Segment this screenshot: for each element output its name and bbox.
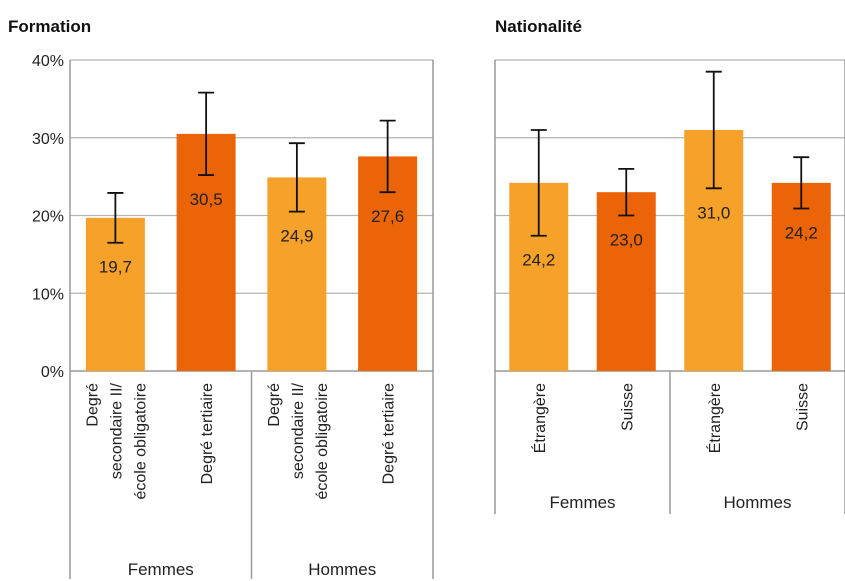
- y-tick-label: 10%: [32, 286, 64, 303]
- y-tick-label: 0%: [41, 364, 64, 381]
- category-label: Degré tertiaire: [381, 383, 398, 484]
- data-label: 31,0: [697, 203, 730, 222]
- category-label: Suisse: [794, 383, 811, 431]
- data-label: 27,6: [371, 207, 404, 226]
- bar: [596, 192, 656, 371]
- category-label: Suisse: [619, 383, 636, 431]
- group-label: Femmes: [549, 493, 615, 512]
- category-label: Étrangère: [705, 383, 724, 453]
- group-label: Hommes: [308, 560, 376, 579]
- category-label: secondaire II/: [108, 382, 125, 479]
- category-label: Degré: [84, 383, 101, 427]
- y-tick-label: 20%: [32, 209, 64, 226]
- y-tick-label: 40%: [32, 53, 64, 70]
- bar: [771, 182, 831, 371]
- data-label: 23,0: [610, 231, 643, 250]
- data-label: 24,9: [280, 227, 313, 246]
- group-label: Hommes: [723, 493, 791, 512]
- data-label: 30,5: [190, 190, 223, 209]
- category-label: secondaire II/: [290, 382, 307, 479]
- data-label: 24,2: [522, 251, 555, 270]
- data-label: 24,2: [785, 224, 818, 243]
- group-label: Femmes: [128, 560, 194, 579]
- data-label: 19,7: [99, 258, 132, 277]
- category-label: Degré: [266, 383, 283, 427]
- chart-title: Formation: [8, 17, 91, 36]
- category-label: Étrangère: [530, 383, 549, 453]
- category-label: école obligatoire: [132, 383, 149, 500]
- chart-title: Nationalité: [495, 17, 582, 36]
- y-tick-label: 30%: [32, 131, 64, 148]
- category-label: Degré tertiaire: [199, 383, 216, 484]
- category-label: école obligatoire: [314, 383, 331, 500]
